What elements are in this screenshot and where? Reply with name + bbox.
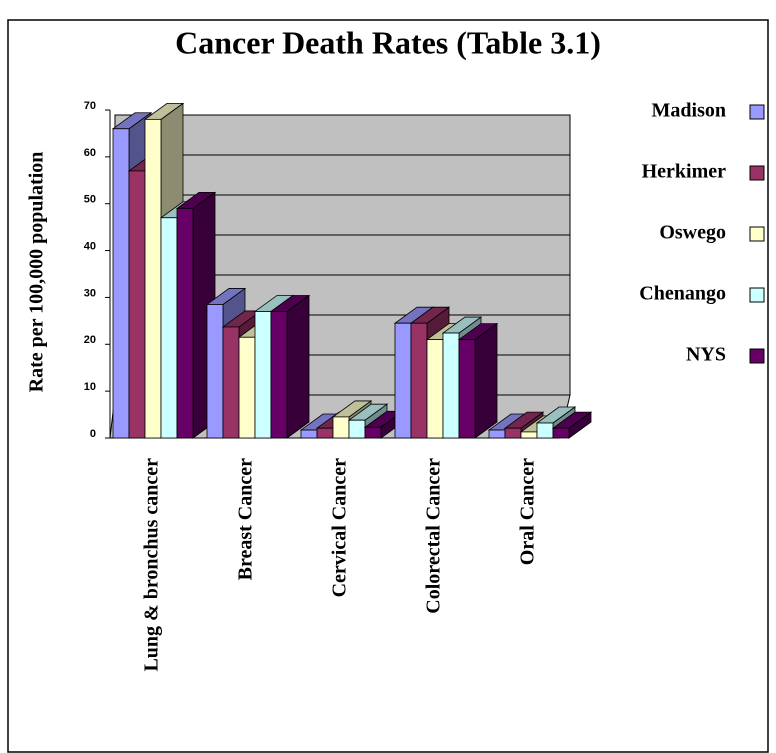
- legend-swatch: [749, 165, 765, 181]
- bar: [551, 411, 593, 439]
- y-tick-label: 60: [84, 147, 96, 159]
- x-tick-label: Lung & bronchus cancer: [141, 458, 163, 672]
- bar-front: [316, 427, 334, 439]
- bar-front: [348, 419, 366, 439]
- bar-front: [442, 332, 460, 439]
- bar-front: [332, 416, 350, 439]
- x-tick-label: Breast Cancer: [235, 458, 257, 580]
- bar-front: [410, 322, 428, 439]
- legend-swatch: [749, 287, 765, 303]
- bar-side: [474, 322, 498, 439]
- y-tick-label: 0: [90, 428, 96, 440]
- y-tick-label: 10: [84, 381, 96, 393]
- bar-front: [112, 128, 130, 439]
- x-tick-label: Oral Cancer: [517, 458, 539, 565]
- bar-front: [254, 311, 272, 439]
- legend-label: Oswego: [659, 222, 726, 244]
- bar-front: [144, 118, 162, 439]
- bar-front: [270, 311, 288, 439]
- bar-front: [520, 431, 538, 439]
- bar-front: [426, 339, 444, 439]
- bar-front: [160, 217, 178, 439]
- bar-front: [504, 427, 522, 439]
- y-axis-label: Rate per 100,000 population: [26, 152, 48, 393]
- legend-label: Herkimer: [642, 161, 727, 183]
- chart-title: Cancer Death Rates (Table 3.1): [175, 24, 601, 60]
- bar: [457, 322, 499, 439]
- legend-swatch: [749, 104, 765, 120]
- bar-front: [364, 426, 382, 439]
- legend-label: Chenango: [639, 283, 726, 305]
- y-tick-label: 70: [84, 100, 96, 112]
- bar-front: [300, 429, 318, 439]
- bar-front: [458, 339, 476, 439]
- y-tick-label: 50: [84, 194, 96, 206]
- bar-front: [222, 326, 240, 439]
- bar-front: [394, 322, 412, 439]
- bar-side: [286, 294, 310, 439]
- x-tick-label: Colorectal Cancer: [423, 458, 445, 614]
- y-tick-label: 20: [84, 334, 96, 346]
- legend-label: Madison: [652, 100, 726, 122]
- bar-front: [176, 207, 194, 439]
- legend-swatch: [749, 348, 765, 364]
- bar: [269, 294, 311, 439]
- legend-label: NYS: [686, 344, 726, 366]
- x-tick-label: Cervical Cancer: [329, 458, 351, 598]
- bar-front: [488, 429, 506, 439]
- bar-front: [238, 336, 256, 439]
- bar-front: [536, 422, 554, 439]
- bar-front: [552, 427, 570, 439]
- legend-swatch: [749, 226, 765, 242]
- y-tick-label: 40: [84, 240, 96, 252]
- bar-front: [128, 170, 146, 439]
- y-tick-label: 30: [84, 287, 96, 299]
- bar-front: [206, 304, 224, 439]
